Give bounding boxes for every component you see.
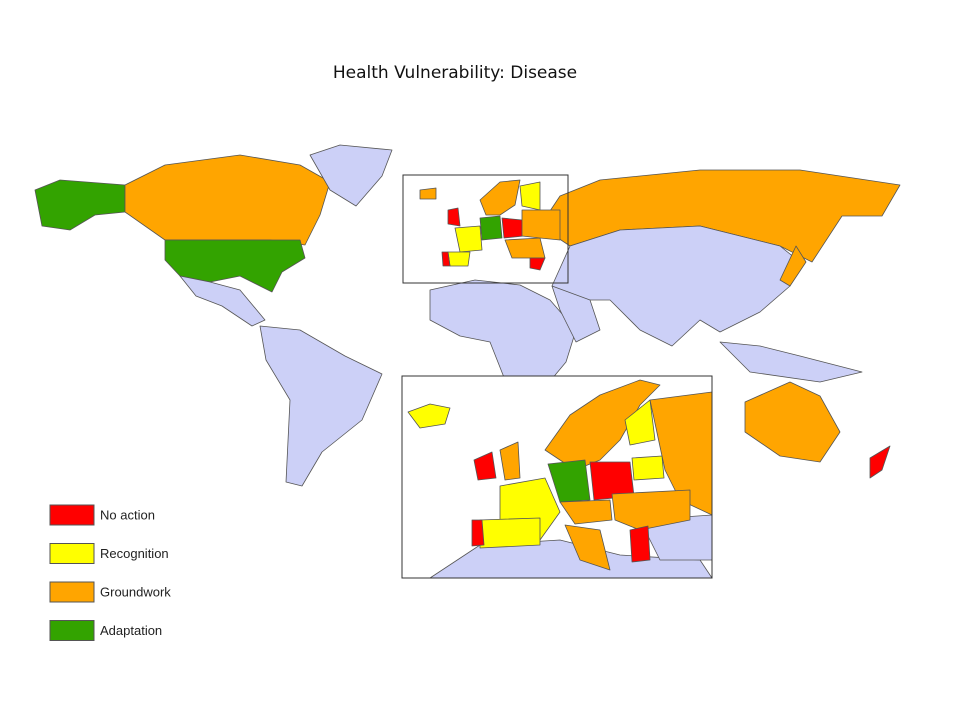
- europe-inset: [401, 375, 713, 579]
- legend-swatch: [49, 581, 95, 603]
- legend-swatch: [49, 543, 95, 564]
- legend-label: No action: [100, 507, 155, 522]
- legend-swatch: [49, 504, 95, 526]
- world-map: [34, 144, 901, 487]
- legend-label: Recognition: [100, 546, 169, 561]
- legend-swatch: [49, 620, 95, 641]
- legend-label: Adaptation: [100, 623, 162, 638]
- map-title: Health Vulnerability: Disease: [333, 63, 577, 83]
- legend: No action Recognition Groundwork Adaptation: [49, 504, 171, 641]
- legend-label: Groundwork: [100, 584, 171, 599]
